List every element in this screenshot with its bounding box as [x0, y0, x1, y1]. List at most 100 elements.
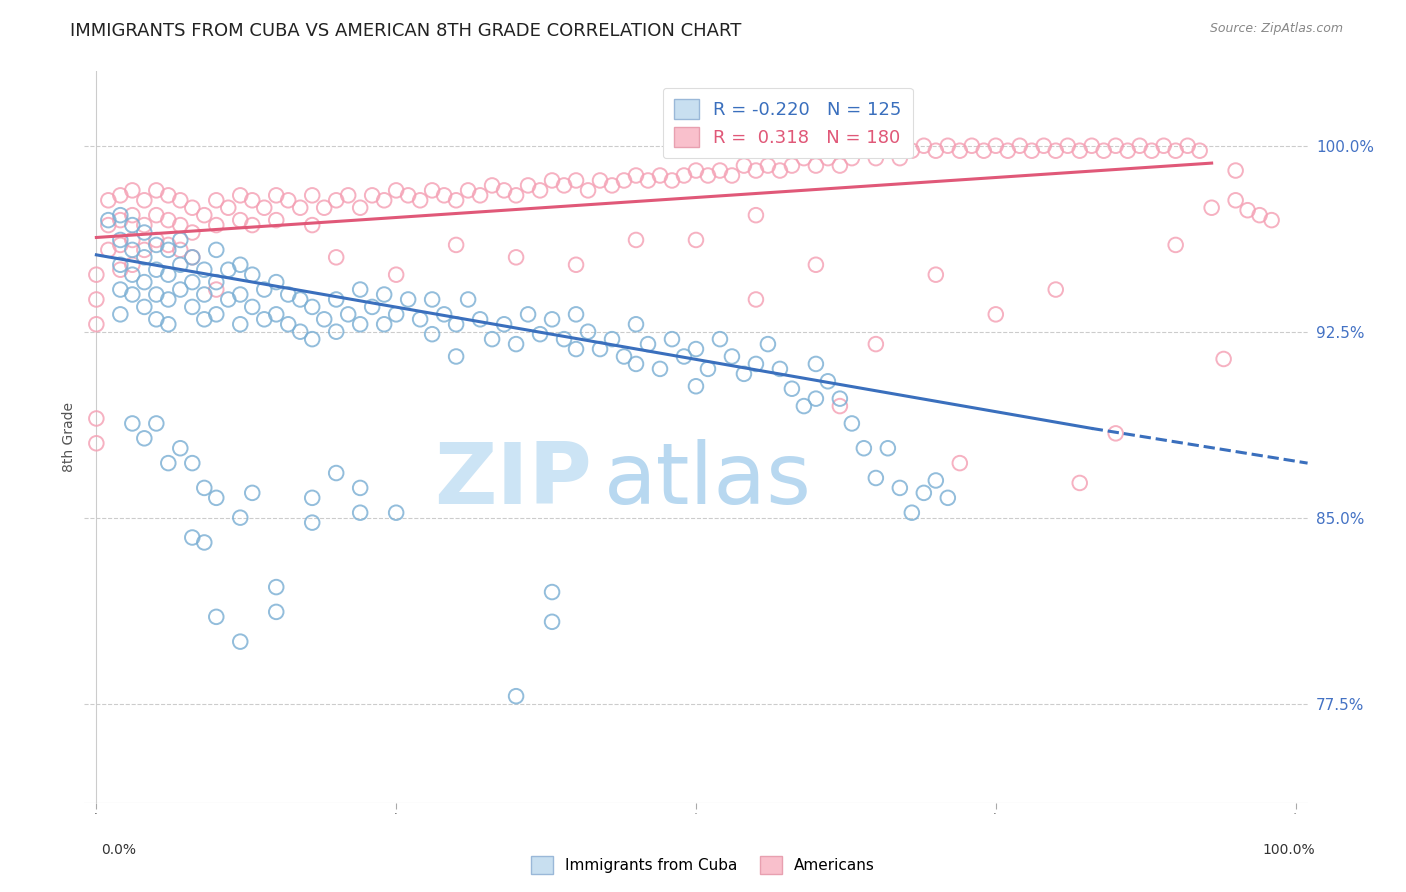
Point [290, 201, 312, 215]
Point [865, 337, 887, 351]
Point [157, 243, 180, 257]
Point [264, 605, 287, 619]
Point [494, 183, 516, 197]
Point [733, 159, 755, 173]
Point [349, 481, 371, 495]
Point [301, 516, 323, 530]
Point [86, 318, 108, 332]
Point [444, 194, 467, 208]
Point [1069, 144, 1091, 158]
Point [949, 144, 972, 158]
Point [973, 144, 995, 158]
Point [193, 312, 215, 326]
Point [301, 300, 323, 314]
Point [290, 293, 312, 307]
Point [181, 456, 204, 470]
Point [253, 312, 276, 326]
Point [349, 318, 371, 332]
Point [529, 327, 551, 342]
Point [134, 431, 156, 445]
Point [697, 362, 720, 376]
Point [240, 218, 263, 232]
Point [86, 436, 108, 450]
Point [1105, 426, 1128, 441]
Point [145, 238, 167, 252]
Point [648, 362, 671, 376]
Point [181, 275, 204, 289]
Point [517, 178, 540, 193]
Point [672, 169, 695, 183]
Point [229, 188, 252, 202]
Point [624, 357, 647, 371]
Point [828, 399, 851, 413]
Point [769, 163, 792, 178]
Point [409, 194, 432, 208]
Point [86, 268, 108, 282]
Point [157, 188, 180, 202]
Point [1080, 138, 1102, 153]
Point [565, 258, 588, 272]
Point [264, 275, 287, 289]
Point [1092, 144, 1115, 158]
Point [780, 382, 803, 396]
Point [1164, 144, 1187, 158]
Point [780, 159, 803, 173]
Point [817, 151, 839, 165]
Point [852, 144, 875, 158]
Point [1236, 203, 1258, 218]
Point [373, 287, 395, 301]
Point [1249, 208, 1271, 222]
Point [181, 250, 204, 264]
Point [457, 293, 479, 307]
Point [121, 218, 143, 232]
Point [253, 283, 276, 297]
Point [325, 293, 347, 307]
Point [217, 262, 239, 277]
Point [134, 226, 156, 240]
Point [134, 243, 156, 257]
Point [277, 287, 299, 301]
Point [385, 183, 408, 197]
Point [337, 188, 360, 202]
Point [960, 138, 983, 153]
Point [661, 173, 683, 187]
Point [756, 159, 779, 173]
Point [709, 332, 731, 346]
Point [145, 312, 167, 326]
Point [565, 307, 588, 321]
Point [169, 258, 191, 272]
Point [553, 178, 575, 193]
Point [157, 293, 180, 307]
Point [804, 357, 827, 371]
Point [1045, 144, 1067, 158]
Point [361, 188, 384, 202]
Point [181, 531, 204, 545]
Point [121, 287, 143, 301]
Point [264, 580, 287, 594]
Point [229, 287, 252, 301]
Point [157, 318, 180, 332]
Point [97, 213, 120, 227]
Point [1188, 144, 1211, 158]
Text: atlas: atlas [605, 440, 813, 523]
Point [264, 307, 287, 321]
Point [1164, 238, 1187, 252]
Point [745, 357, 768, 371]
Point [169, 218, 191, 232]
Point [433, 188, 456, 202]
Point [349, 283, 371, 297]
Point [420, 327, 443, 342]
Point [97, 243, 120, 257]
Point [205, 283, 228, 297]
Point [505, 689, 527, 703]
Point [541, 585, 564, 599]
Point [361, 300, 384, 314]
Point [444, 318, 467, 332]
Point [240, 194, 263, 208]
Point [169, 243, 191, 257]
Point [685, 233, 707, 247]
Point [110, 208, 132, 222]
Point [325, 194, 347, 208]
Point [852, 442, 875, 456]
Point [205, 218, 228, 232]
